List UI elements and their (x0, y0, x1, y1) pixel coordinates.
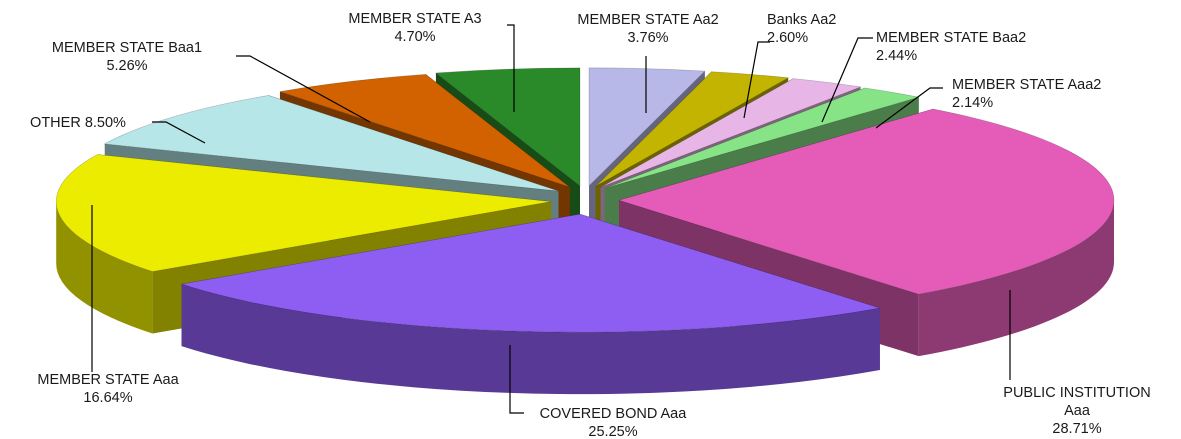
slice-top-10 (435, 67, 581, 187)
slice-label-line: OTHER 8.50% (30, 115, 126, 131)
pie-slices (55, 67, 1115, 395)
slice-label-line: 3.76% (627, 30, 668, 46)
slice-rim-7 (56, 201, 153, 334)
slice-label: MEMBER STATE A3 4.70% (348, 11, 481, 45)
slice-top-8 (103, 95, 559, 192)
leader-line (821, 37, 873, 123)
slice-label-line: 28.71% (1052, 421, 1101, 437)
slice-label-line: 2.60% (767, 30, 808, 46)
slice-label-line: MEMBER STATE Aa2 (577, 12, 718, 28)
slice-label-line: 5.26% (106, 58, 147, 74)
slice-top-9 (279, 74, 571, 188)
leader-line (875, 87, 943, 129)
slice-label: MEMBER STATE Baa2 2.44% (876, 30, 1026, 64)
slice-label-line: PUBLIC INSTITUTION (1003, 385, 1150, 401)
leader-lines (91, 24, 1011, 414)
slice-top-2 (595, 71, 790, 187)
slice-label: Banks Aa2 2.60% (767, 12, 836, 46)
slice-label-line: MEMBER STATE A3 (348, 11, 481, 27)
slice-label-line: MEMBER STATE Baa1 (52, 40, 202, 56)
leader-line (743, 41, 770, 119)
slice-top-4 (604, 87, 919, 189)
slice-labels: MEMBER STATE Aa2 3.76% Banks Aa2 2.60% MEMBE… (30, 11, 1151, 439)
slice-top-5 (617, 108, 1115, 295)
slice-label-line: 25.25% (588, 424, 637, 439)
leader-line (509, 345, 524, 414)
slice-label: MEMBER STATE Baa1 5.26% (52, 40, 202, 74)
slice-top-7 (55, 154, 552, 272)
slice-rim-5 (918, 200, 1114, 357)
slice-label-line: 16.64% (83, 390, 132, 406)
slice-label: MEMBER STATE Aa2 3.76% (577, 12, 718, 46)
slice-label-line: Aaa (1064, 403, 1091, 419)
slice-label: PUBLIC INSTITUTION Aaa 28.71% (1003, 385, 1150, 437)
slice-label-line: MEMBER STATE Baa2 (876, 30, 1026, 46)
slice-label-line: Banks Aa2 (767, 12, 836, 28)
slice-top-3 (600, 78, 862, 188)
leader-line (152, 121, 206, 144)
leader-line (507, 24, 515, 112)
leader-line (236, 55, 371, 123)
slice-label-line: 2.14% (952, 95, 993, 111)
slice-top-1 (588, 67, 706, 187)
slice-label-line: MEMBER STATE Aaa2 (952, 77, 1101, 93)
slice-label-line: 2.44% (876, 48, 917, 64)
slice-label-line: 4.70% (394, 29, 435, 45)
slice-label-line: COVERED BOND Aaa (540, 406, 688, 422)
slice-label-line: MEMBER STATE Aaa (37, 372, 179, 388)
slice-top-6 (181, 213, 880, 333)
slice-label: MEMBER STATE Aaa2 2.14% (952, 77, 1101, 111)
slice-rim-6 (181, 284, 880, 395)
slice-label: MEMBER STATE Aaa 16.64% (37, 372, 179, 406)
slice-label: OTHER 8.50% (30, 115, 126, 131)
slice-label: COVERED BOND Aaa 25.25% (540, 406, 688, 439)
